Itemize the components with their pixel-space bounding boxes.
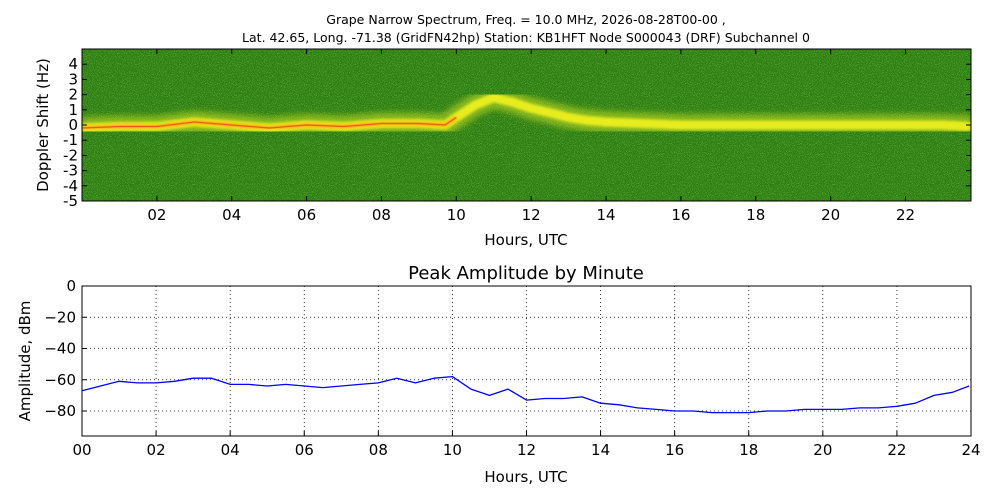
amplitude-y-ticks: 0 −20 −40 −60 −80 [44, 277, 87, 420]
spectrogram-y-tick-label: -3 [63, 162, 78, 180]
amplitude-x-tick-label: 12 [517, 441, 536, 459]
spectrogram-x-ticks: 02 04 06 08 10 12 14 16 18 20 22 [147, 49, 915, 224]
amplitude-chart: Peak Amplitude by Minute 00 02 04 06 08 10 12 1… [16, 263, 981, 486]
spectrogram-x-tick-label: 08 [372, 206, 391, 224]
amplitude-x-tick-label: 10 [443, 441, 462, 459]
spectrogram-y-tick-label: 2 [68, 86, 78, 104]
spectrogram-x-tick-label: 16 [671, 206, 690, 224]
amplitude-x-tick-label: 18 [739, 441, 758, 459]
spectrogram-signal-layer [82, 86, 971, 139]
spectrogram-x-tick-label: 02 [147, 206, 166, 224]
spectrogram-y-tick-label: -2 [63, 146, 78, 164]
spectrogram-x-tick-label: 10 [447, 206, 466, 224]
spectrogram-y-tick-label: 3 [68, 70, 78, 88]
spectrogram-image [82, 49, 971, 201]
spectrogram-y-tick-label: -4 [63, 177, 78, 195]
spectrogram-y-tick-label: 1 [68, 101, 78, 119]
amplitude-y-tick-label: 0 [66, 277, 76, 295]
spectrogram-y-tick-label: -5 [63, 192, 78, 210]
amplitude-grid [82, 286, 971, 436]
spectrogram-title-line1: Grape Narrow Spectrum, Freq. = 10.0 MHz,… [326, 12, 725, 27]
amplitude-y-tick-label: −20 [44, 308, 76, 326]
amplitude-x-tick-label: 00 [72, 441, 91, 459]
amplitude-plot-area [82, 286, 971, 436]
spectrogram-x-tick-label: 22 [896, 206, 915, 224]
amplitude-series [81, 375, 970, 414]
amplitude-x-tick-label: 24 [961, 441, 980, 459]
spectrogram-chart: Grape Narrow Spectrum, Freq. = 10.0 MHz,… [34, 12, 972, 249]
spectrogram-y-tick-label: -1 [63, 131, 78, 149]
amplitude-x-tick-label: 02 [147, 441, 166, 459]
amplitude-y-tick-label: −80 [44, 402, 76, 420]
spectrogram-y-tick-label: 0 [68, 116, 78, 134]
amplitude-x-tick-label: 08 [369, 441, 388, 459]
spectrogram-x-tick-label: 04 [222, 206, 241, 224]
spectrogram-title-line2: Lat. 42.65, Long. -71.38 (GridFN42hp) St… [242, 30, 810, 45]
amplitude-x-tick-label: 16 [665, 441, 684, 459]
amplitude-x-axis-label: Hours, UTC [484, 468, 567, 486]
amplitude-title: Peak Amplitude by Minute [408, 263, 644, 284]
spectrogram-y-tick-label: 4 [68, 55, 78, 73]
amplitude-line [81, 375, 970, 414]
spectrogram-x-tick-label: 06 [297, 206, 316, 224]
signal-core-peak [82, 116, 457, 129]
spectrogram-x-tick-label: 18 [746, 206, 765, 224]
spectrogram-x-axis-label: Hours, UTC [484, 231, 567, 249]
amplitude-x-tick-label: 22 [887, 441, 906, 459]
amplitude-y-tick-label: −40 [44, 340, 76, 358]
spectrogram-x-tick-label: 12 [522, 206, 541, 224]
amplitude-x-tick-label: 06 [295, 441, 314, 459]
spectrogram-x-tick-label: 14 [596, 206, 615, 224]
spectrogram-x-tick-label: 20 [821, 206, 840, 224]
amplitude-x-tick-label: 14 [591, 441, 610, 459]
spectrogram-y-axis-label: Doppler Shift (Hz) [34, 58, 52, 192]
amplitude-x-tick-label: 04 [221, 441, 240, 459]
amplitude-y-tick-label: −60 [44, 371, 76, 389]
amplitude-x-ticks: 00 02 04 06 08 10 12 14 16 18 20 22 24 [72, 431, 981, 459]
amplitude-y-axis-label: Amplitude, dBm [16, 301, 34, 422]
amplitude-x-tick-label: 20 [813, 441, 832, 459]
